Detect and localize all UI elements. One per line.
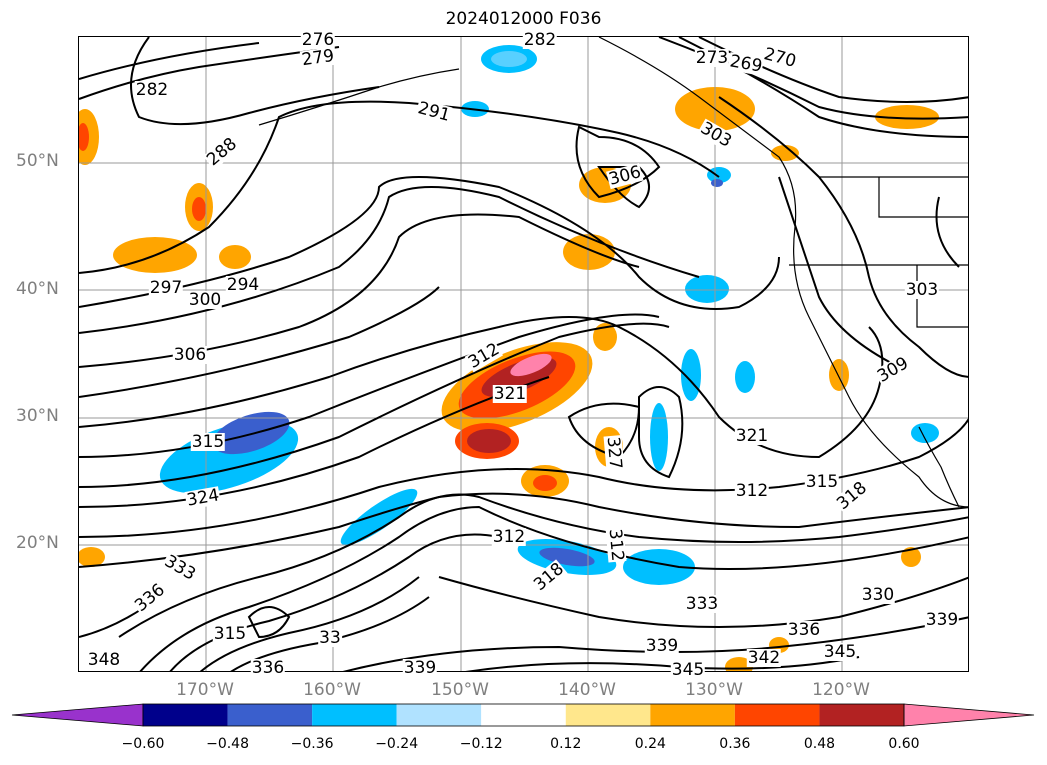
contour-label: 312 [491,527,527,547]
contour-label: 342 [746,648,782,668]
contour-label: 327 [602,435,626,471]
contour-label: 321 [492,384,528,404]
colorbar-bin [650,704,735,726]
lat-label-30n: 30°N [16,406,59,426]
contour-label: 336 [786,620,822,640]
contour-label: 312 [734,481,770,501]
colorbar-extend-low [11,703,144,727]
contour-label: 273 [694,48,730,68]
contour-label: 345 [670,660,706,680]
colorbar-tick-label: −0.48 [206,736,249,752]
map-canvas [79,37,968,671]
colorbar-tick-label: −0.60 [121,736,165,752]
colorbar-bin [312,704,397,726]
colorbar-tick-label: 0.60 [888,736,920,752]
contour-label: 315 [804,472,840,492]
contour-label: 333 [684,594,720,614]
lon-label-130w: 130°W [685,680,743,700]
contour-label: 315 [212,624,248,644]
contour-label: 345 [822,642,858,662]
contour-label: 297 [148,278,184,298]
colorbar-extend-high [903,703,1035,727]
contour-label: 321 [734,426,770,446]
colorbar-bin [734,704,820,726]
contour-label: 276 [300,30,336,50]
map-panel [78,36,969,672]
lat-label-40n: 40°N [16,279,59,299]
contour-label: 339 [402,658,438,678]
contour-label: 348 [86,650,122,670]
colorbar-bin [565,704,651,726]
contour-label: 339 [644,636,680,656]
lon-label-150w: 150°W [431,680,489,700]
colorbar-frame [142,703,905,727]
contour-label: 303 [904,280,940,300]
colorbar-bin [396,704,482,726]
contour-label: 33 [318,628,342,648]
contour-label: 282 [522,30,558,50]
lon-label-170w: 170°W [176,680,234,700]
lon-label-120w: 120°W [812,680,870,700]
colorbar-bin [227,704,313,726]
lon-label-160w: 160°W [303,680,361,700]
colorbar-tick-label: −0.24 [375,736,419,752]
contour-lines [79,37,968,671]
colorbar [11,703,1035,727]
colorbar-tick-label: −0.36 [290,736,334,752]
contour-label: 282 [134,80,170,100]
colorbar-bin [481,704,566,726]
lat-label-50n: 50°N [16,151,59,171]
contour-label: 315 [190,432,226,452]
contour-label: 306 [172,345,208,365]
graticule [79,37,968,671]
colorbar-bin [819,704,904,726]
contour-label: 339 [924,610,960,630]
lat-label-20n: 20°N [16,533,59,553]
contour-label: 312 [604,527,628,563]
lon-label-140w: 140°W [558,680,616,700]
chart-title: 2024012000 F036 [445,9,602,29]
colorbar-tick-label: 0.36 [719,736,751,752]
contour-label: 279 [299,45,337,71]
contour-label: 294 [225,275,261,295]
contour-label: 300 [187,290,223,310]
contour-label: 336 [250,658,286,678]
colorbar-tick-label: 0.48 [803,736,836,752]
colorbar-bin [143,704,228,726]
contour-label: 330 [860,585,896,605]
colorbar-tick-label: −0.12 [459,736,503,752]
colorbar-tick-label: 0.12 [550,736,582,752]
colorbar-tick-label: 0.24 [634,736,666,752]
